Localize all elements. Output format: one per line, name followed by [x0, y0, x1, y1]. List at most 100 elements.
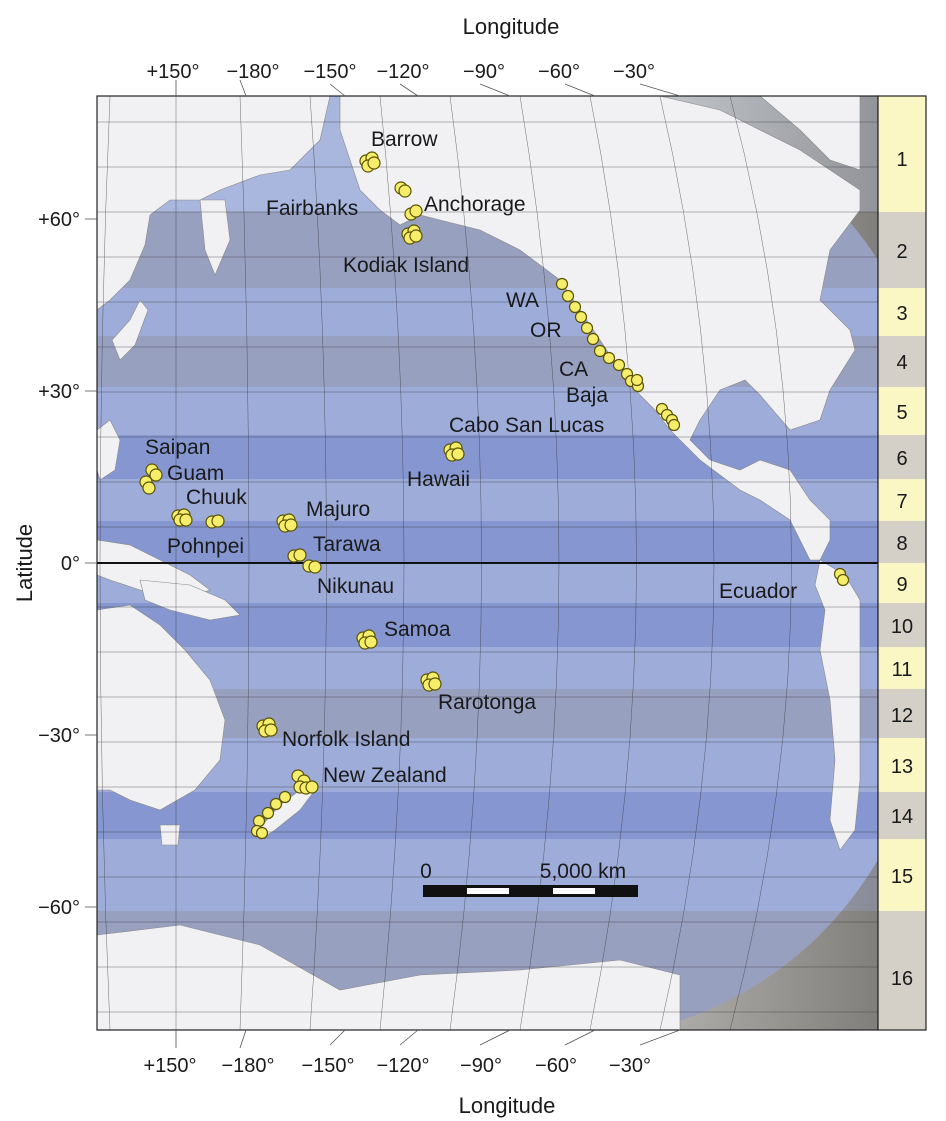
place-label-anchorage: Anchorage: [424, 193, 526, 216]
place-label-guam: Guam: [167, 462, 224, 485]
site-marker: [149, 468, 163, 482]
site-marker: [278, 790, 292, 804]
zone-label: 7: [896, 491, 907, 513]
site-marker: [612, 358, 626, 372]
lon-tick-bottom: +150°: [143, 1055, 196, 1077]
zone-label: 10: [891, 616, 913, 638]
place-label-baja: Baja: [566, 384, 608, 407]
lat-tick: −30°: [38, 725, 80, 747]
scale-bar: 0 5,000 km: [420, 860, 638, 897]
lon-tick-top: −60°: [538, 61, 580, 83]
site-marker: [179, 513, 193, 527]
site-marker: [555, 277, 569, 291]
site-marker: [367, 156, 381, 170]
site-marker: [630, 373, 644, 387]
zone-label: 15: [891, 866, 913, 888]
site-marker: [836, 573, 850, 587]
place-label-nikunau: Nikunau: [317, 575, 394, 598]
zone-label: 6: [896, 448, 907, 470]
lat-tick: 0°: [61, 553, 80, 575]
bottom-axis-title: Longitude: [459, 1093, 556, 1118]
place-label-or: OR: [530, 319, 562, 342]
scale-bar-start: 0: [420, 860, 432, 883]
place-label-cabo: Cabo San Lucas: [449, 414, 604, 437]
place-label-wa: WA: [506, 289, 539, 312]
site-marker: [308, 560, 322, 574]
site-marker: [593, 344, 607, 358]
zone-label: 12: [891, 705, 913, 727]
lon-tick-bottom: −90°: [460, 1055, 502, 1077]
site-marker: [364, 635, 378, 649]
place-label-samoa: Samoa: [384, 618, 451, 641]
lat-tick: +60°: [38, 209, 80, 231]
site-marker: [252, 814, 266, 828]
lon-tick-bottom: −60°: [535, 1055, 577, 1077]
zone-label: 13: [891, 756, 913, 778]
site-marker: [211, 514, 225, 528]
place-label-newzealand: New Zealand: [323, 764, 447, 787]
zone-label: 2: [896, 241, 907, 263]
lon-tick-top: −120°: [376, 61, 429, 83]
zone-label: 11: [892, 659, 913, 681]
place-label-pohnpei: Pohnpei: [167, 535, 244, 558]
zone-label: 8: [896, 533, 907, 555]
lat-tick: −60°: [38, 897, 80, 919]
lon-tick-top: +150°: [146, 61, 199, 83]
lon-tick-bottom: −180°: [221, 1055, 274, 1077]
site-marker: [602, 351, 616, 365]
site-marker: [409, 229, 423, 243]
site-marker: [284, 518, 298, 532]
site-marker: [261, 806, 275, 820]
site-marker: [305, 780, 319, 794]
place-label-saipan: Saipan: [145, 436, 210, 459]
site-marker: [667, 418, 681, 432]
place-label-hawaii: Hawaii: [407, 468, 470, 491]
zone-label: 9: [896, 574, 907, 596]
lon-tick-bottom: −150°: [301, 1055, 354, 1077]
place-label-fairbanks: Fairbanks: [266, 197, 358, 220]
zone-label: 5: [896, 402, 907, 424]
site-marker: [451, 447, 465, 461]
site-marker: [269, 797, 283, 811]
lon-tick-top: −150°: [303, 61, 356, 83]
site-marker: [561, 289, 575, 303]
place-label-tarawa: Tarawa: [313, 533, 381, 556]
lat-tick: +30°: [38, 381, 80, 403]
sampling-sites: [139, 151, 850, 840]
top-axis-title: Longitude: [463, 14, 560, 39]
zone-column: [877, 95, 927, 1031]
site-marker: [568, 300, 582, 314]
site-marker: [409, 204, 423, 218]
lon-tick-bottom: −120°: [376, 1055, 429, 1077]
zone-label: 3: [896, 303, 907, 325]
lon-tick-top: −180°: [226, 61, 279, 83]
site-marker: [586, 332, 600, 346]
lon-tick-bottom: −30°: [609, 1055, 651, 1077]
place-label-norfolk: Norfolk Island: [282, 728, 410, 751]
graticule-extensions: [85, 79, 681, 1049]
site-marker: [264, 723, 278, 737]
left-axis-title: Latitude: [12, 524, 37, 602]
site-marker: [142, 481, 156, 495]
site-marker: [255, 826, 269, 840]
place-label-ecuador: Ecuador: [719, 580, 797, 603]
place-label-ca: CA: [559, 358, 588, 381]
lon-tick-top: −90°: [463, 61, 505, 83]
place-label-rarotonga: Rarotonga: [438, 691, 536, 714]
zone-label: 14: [891, 806, 913, 828]
site-marker: [398, 184, 412, 198]
place-label-chuuk: Chuuk: [186, 486, 247, 509]
place-label-barrow: Barrow: [371, 128, 438, 151]
site-marker: [580, 321, 594, 335]
lon-tick-top: −30°: [613, 61, 655, 83]
site-marker: [293, 548, 307, 562]
site-marker: [428, 677, 442, 691]
scale-bar-end: 5,000 km: [540, 860, 626, 883]
place-label-majuro: Majuro: [306, 498, 370, 521]
zone-label: 4: [896, 352, 907, 374]
zone-label: 16: [891, 968, 913, 990]
place-label-kodiak: Kodiak Island: [343, 254, 469, 277]
zone-label: 1: [896, 149, 907, 171]
site-marker: [574, 310, 588, 324]
